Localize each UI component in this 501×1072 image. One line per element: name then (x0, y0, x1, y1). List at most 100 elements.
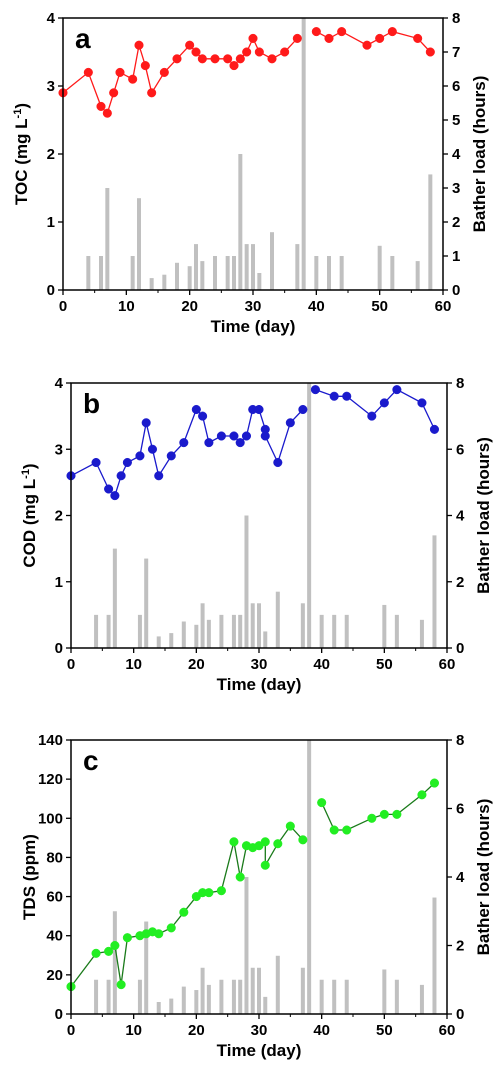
y-left-tick-label: 0 (55, 1006, 63, 1023)
data-point (179, 907, 189, 917)
data-point (216, 886, 226, 896)
bather-load-bar (200, 261, 205, 290)
data-point (235, 438, 245, 448)
x-tick-label: 60 (435, 298, 452, 315)
bather-load-bar (225, 256, 230, 290)
bather-load-bar (344, 979, 349, 1014)
bather-load-bar (319, 979, 324, 1014)
series-line-segment-1 (70, 408, 304, 497)
bather-load-bar (327, 256, 331, 290)
data-point (140, 61, 150, 71)
bather-load-bar (94, 979, 99, 1014)
bather-load-bar (162, 274, 167, 290)
bather-load-bar (314, 256, 319, 290)
y-left-tick-label: 40 (46, 928, 63, 945)
y-left-tick-label: 2 (47, 146, 55, 163)
chart-panel-c: 0 10 20 30 40 50 6002040608010012014002468cTim… (20, 732, 493, 1060)
bather-load-bar (238, 154, 243, 290)
bather-load-bar (105, 188, 110, 290)
bather-load-bar (144, 921, 149, 1014)
y-right-tick-label: 7 (452, 44, 460, 61)
panel-letter: a (75, 23, 91, 54)
bather-load-bar (175, 262, 179, 290)
data-point (310, 385, 320, 395)
bather-load-bar (419, 619, 424, 648)
y-left-tick-label: 20 (46, 967, 63, 984)
y-right-axis-title: Bather load (hours) (474, 799, 493, 956)
bather-load-bar (263, 631, 268, 648)
data-point (110, 940, 120, 951)
data-point (267, 54, 277, 64)
data-point (191, 47, 201, 57)
data-point (104, 484, 114, 494)
bather-load-bar (382, 604, 387, 648)
bather-load-bar (295, 244, 300, 290)
y-right-tick-label: 6 (456, 801, 464, 818)
x-tick-label: 50 (376, 1022, 393, 1039)
bather-load-bar (344, 614, 349, 648)
x-tick-label: 10 (125, 656, 142, 673)
bather-load-bar (428, 174, 433, 290)
y-left-tick-label: 4 (55, 375, 64, 392)
bather-load-bar (194, 624, 199, 648)
data-point (387, 27, 397, 37)
bather-load-bar (232, 256, 236, 290)
data-point (417, 790, 427, 800)
data-point (298, 835, 308, 845)
data-point (298, 404, 308, 415)
y-left-tick-label: 1 (47, 214, 55, 231)
x-tick-label: 40 (308, 298, 325, 315)
x-axis-title: Time (day) (217, 675, 302, 694)
y-left-tick-label: 2 (55, 508, 63, 525)
data-point (210, 54, 220, 64)
y-left-axis-title-end: ) (20, 463, 39, 469)
data-point (392, 809, 402, 819)
x-tick-label: 20 (181, 298, 198, 315)
x-tick-label: 50 (371, 298, 388, 315)
data-point (96, 101, 106, 111)
bather-load-bar (86, 256, 91, 290)
data-point (110, 491, 120, 501)
bather-load-bar (390, 256, 395, 290)
bather-load-bar (206, 619, 211, 648)
bather-load-bar (394, 979, 399, 1014)
y-right-tick-label: 6 (452, 78, 460, 95)
bather-load-bar (144, 558, 149, 648)
bather-load-bar (300, 967, 305, 1014)
data-point (417, 398, 427, 408)
y-right-tick-label: 3 (452, 180, 460, 197)
panel-letter: c (83, 745, 99, 776)
data-point (362, 40, 372, 50)
bather-load-bar (319, 614, 324, 648)
data-point (254, 47, 264, 57)
bather-load-bar (257, 273, 262, 290)
bather-load-bar (275, 955, 280, 1014)
data-point (204, 438, 214, 448)
bather-load-bar (301, 18, 306, 290)
y-left-axis-title: COD (mg L-1) (20, 463, 39, 567)
data-point (102, 108, 112, 118)
bather-load-bar (206, 984, 211, 1014)
data-point (337, 27, 347, 37)
data-point (197, 54, 207, 64)
y-left-axis-title: TOC (mg L-1) (12, 103, 31, 205)
panel-letter: b (83, 388, 100, 419)
bather-load-bar (137, 198, 141, 290)
data-point (135, 451, 145, 461)
data-point (248, 33, 258, 43)
bather-load-bar (244, 515, 249, 648)
data-point (229, 61, 239, 71)
bather-load-bar (219, 614, 224, 648)
y-left-tick-label: 4 (47, 10, 56, 27)
x-tick-label: 40 (313, 1022, 330, 1039)
data-point (273, 839, 283, 849)
y-right-tick-label: 8 (452, 10, 460, 27)
y-left-axis-title-superscript: -1 (12, 109, 24, 119)
series-line-segment-2 (321, 782, 435, 831)
y-right-tick-label: 0 (456, 1006, 464, 1023)
y-right-tick-label: 8 (456, 732, 464, 749)
bather-load-bar (250, 603, 255, 648)
data-point (235, 872, 245, 882)
bather-load-bar (257, 967, 261, 1014)
bather-load-bar (238, 979, 243, 1014)
